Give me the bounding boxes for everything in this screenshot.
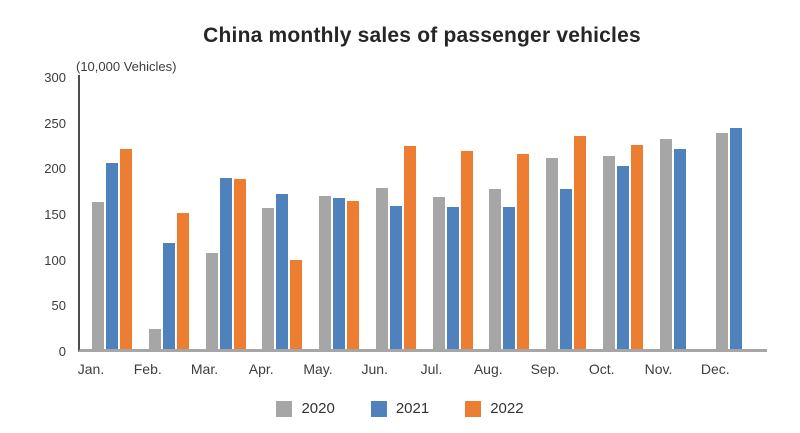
bar-2022-feb	[176, 213, 189, 349]
bar-2021-jun	[389, 206, 402, 349]
bar-2020-oct	[602, 156, 615, 349]
x-axis-label-apr: Apr.	[248, 361, 274, 377]
legend-label-2022: 2022	[490, 400, 524, 417]
bar-2021-nov	[673, 149, 686, 349]
bar-2020-sep	[546, 158, 558, 349]
plot-area	[78, 75, 767, 352]
bar-group-oct	[602, 145, 643, 349]
bar-2020-may	[319, 196, 331, 349]
legend-item-2020: 2020	[276, 400, 335, 417]
bar-group-jun	[375, 146, 416, 349]
bar-2021-sep	[560, 189, 572, 349]
bar-2022-jul	[460, 151, 473, 349]
bar-2020-nov	[659, 139, 672, 349]
y-axis-unit-label: (10,000 Vehicles)	[76, 59, 177, 74]
bar-2020-feb	[148, 329, 161, 349]
bar-2020-jan	[92, 202, 104, 349]
bar-2022-mar	[233, 179, 246, 349]
bar-2021-aug	[503, 207, 516, 349]
bar-2021-jan	[106, 163, 118, 349]
y-tick-label-200: 200	[44, 161, 66, 177]
bar-2022-may	[347, 201, 359, 349]
bar-2020-jul	[432, 197, 445, 349]
legend-swatch-2022	[465, 400, 482, 417]
x-axis-label-aug: Aug.	[473, 361, 503, 377]
y-tick-label-250: 250	[44, 115, 66, 131]
bar-group-feb	[148, 213, 189, 349]
bar-2020-mar	[205, 253, 218, 349]
bar-2021-mar	[219, 178, 232, 349]
x-axis-label-jul: Jul.	[420, 361, 443, 377]
bar-2021-may	[333, 198, 345, 349]
bar-2022-aug	[517, 154, 530, 349]
legend-label-2021: 2021	[395, 400, 430, 417]
y-tick-label-100: 100	[44, 252, 66, 268]
x-axis-label-sep: Sep.	[530, 361, 560, 377]
bar-2020-dec	[716, 133, 729, 349]
y-tick-label-300: 300	[44, 70, 66, 85]
bar-group-nov	[659, 139, 700, 349]
bar-group-jul	[432, 151, 473, 349]
bar-2022-oct	[630, 145, 643, 349]
x-axis-label-mar: Mar.	[190, 361, 219, 377]
bar-group-may	[319, 196, 359, 349]
bar-group-dec	[716, 128, 756, 349]
legend-item-2021: 2021	[370, 400, 430, 417]
bar-2021-apr	[276, 194, 289, 349]
bar-2022-sep	[574, 136, 586, 349]
bar-2022-jun	[403, 146, 416, 349]
x-axis-label-dec: Dec.	[700, 361, 730, 377]
chart-title: China monthly sales of passenger vehicle…	[203, 24, 641, 47]
bar-2020-aug	[489, 189, 502, 349]
x-axis-label-nov: Nov.	[644, 361, 673, 377]
x-axis-label-oct: Oct.	[588, 361, 615, 377]
y-tick-label-0: 0	[58, 344, 66, 359]
x-axis-label-jun: Jun.	[361, 361, 388, 377]
y-tick-label-150: 150	[44, 207, 66, 222]
y-tick-label-50: 50	[51, 298, 66, 314]
bar-2021-feb	[162, 243, 175, 349]
bar-2021-oct	[616, 166, 629, 349]
bar-group-aug	[489, 154, 530, 349]
bar-2021-jul	[446, 207, 459, 349]
bar-2022-jan	[120, 149, 132, 349]
x-axis-label-may: May.	[303, 361, 333, 377]
bar-2022-apr	[290, 260, 303, 349]
bar-group-sep	[546, 136, 586, 349]
bar-2020-apr	[262, 208, 275, 349]
legend-label-2020: 2020	[301, 400, 335, 417]
bar-group-jan	[92, 149, 132, 349]
bar-group-mar	[205, 178, 246, 349]
bar-2020-jun	[375, 188, 388, 349]
legend-swatch-2021	[370, 400, 387, 417]
bar-group-apr	[262, 194, 303, 349]
legend: 2020 2021 2022	[0, 400, 800, 417]
legend-swatch-2020	[276, 400, 293, 417]
x-axis-label-jan: Jan.	[77, 361, 105, 377]
legend-item-2022: 2022	[465, 400, 524, 417]
bar-2021-dec	[730, 128, 743, 349]
x-axis-label-feb: Feb.	[133, 361, 162, 377]
